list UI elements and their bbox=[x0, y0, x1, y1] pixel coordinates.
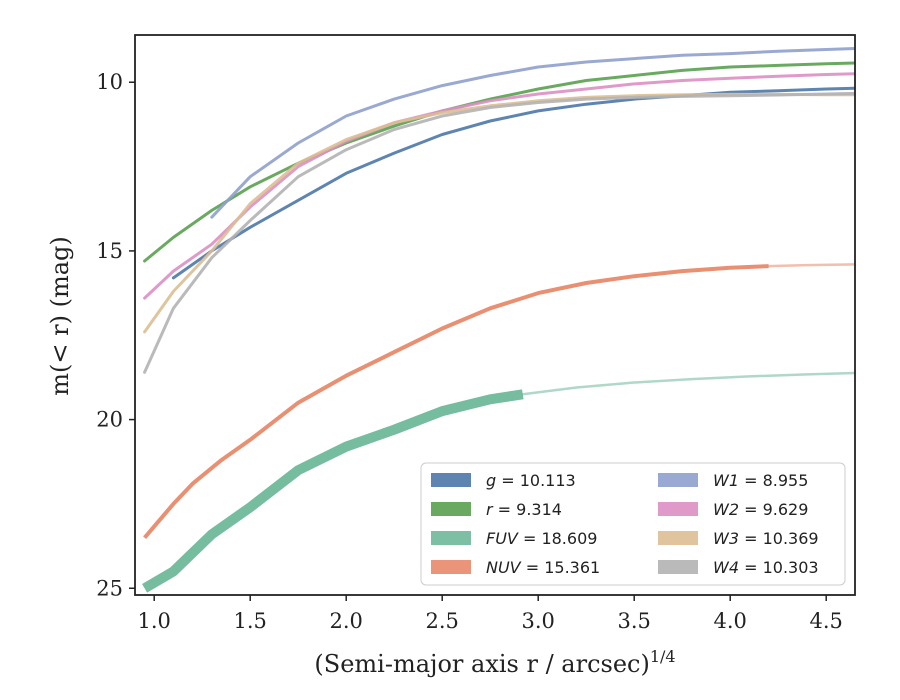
x-tick-label: 3.0 bbox=[521, 609, 554, 633]
y-axis-ticks: 10 15 20 25 bbox=[96, 70, 135, 600]
x-tick-label: 2.0 bbox=[329, 609, 362, 633]
y-tick-label: 20 bbox=[96, 408, 123, 432]
series-fuv-line bbox=[142, 389, 524, 593]
series-nuv-faint-line bbox=[767, 263, 855, 268]
series-w4-line bbox=[143, 91, 855, 374]
legend: g = 10.113 r = 9.314 FUV = 18.609 NUV = 15.… bbox=[420, 462, 846, 586]
legend-swatch-nuv bbox=[431, 560, 471, 574]
legend-swatch-g bbox=[431, 473, 471, 487]
y-tick-label: 25 bbox=[96, 576, 123, 600]
legend-label-r: r = 9.314 bbox=[486, 500, 562, 519]
x-tick-label: 3.5 bbox=[617, 609, 650, 633]
series-fuv-faint-line bbox=[521, 371, 855, 396]
y-tick-label: 15 bbox=[96, 239, 123, 263]
x-tick-label: 1.0 bbox=[137, 609, 170, 633]
series-w1-line bbox=[210, 47, 855, 219]
legend-swatch-r bbox=[431, 502, 471, 516]
series-g-line bbox=[171, 86, 855, 280]
legend-swatch-w4 bbox=[658, 560, 698, 574]
legend-label-w1: W1 = 8.955 bbox=[713, 471, 808, 490]
y-tick-label: 10 bbox=[96, 70, 123, 94]
x-axis-ticks: 1.0 1.5 2.0 2.5 3.0 3.5 4.0 4.5 bbox=[137, 595, 843, 633]
legend-label-w2: W2 = 9.629 bbox=[713, 500, 808, 519]
x-axis-label: (Semi-major axis r / arcsec)1/4 bbox=[314, 647, 675, 678]
x-tick-label: 2.5 bbox=[425, 609, 458, 633]
legend-label-w3: W3 = 10.369 bbox=[713, 529, 819, 548]
legend-label-fuv: FUV = 18.609 bbox=[486, 529, 597, 548]
y-axis-label: m(< r) (mag) bbox=[46, 236, 74, 395]
x-tick-label: 4.0 bbox=[713, 609, 746, 633]
legend-swatch-w2 bbox=[658, 502, 698, 516]
legend-label-nuv: NUV = 15.361 bbox=[486, 558, 600, 577]
x-tick-label: 4.5 bbox=[809, 609, 842, 633]
series-curves bbox=[142, 47, 855, 593]
x-tick-label: 1.5 bbox=[233, 609, 266, 633]
series-r-line bbox=[143, 61, 855, 263]
legend-swatch-fuv bbox=[431, 531, 471, 545]
plot-frame bbox=[134, 34, 856, 596]
legend-swatch-w1 bbox=[658, 473, 698, 487]
legend-label-w4: W4 = 10.303 bbox=[713, 558, 819, 577]
legend-swatch-w3 bbox=[658, 531, 698, 545]
series-nuv-line bbox=[143, 264, 769, 539]
legend-label-g: g = 10.113 bbox=[486, 471, 576, 490]
